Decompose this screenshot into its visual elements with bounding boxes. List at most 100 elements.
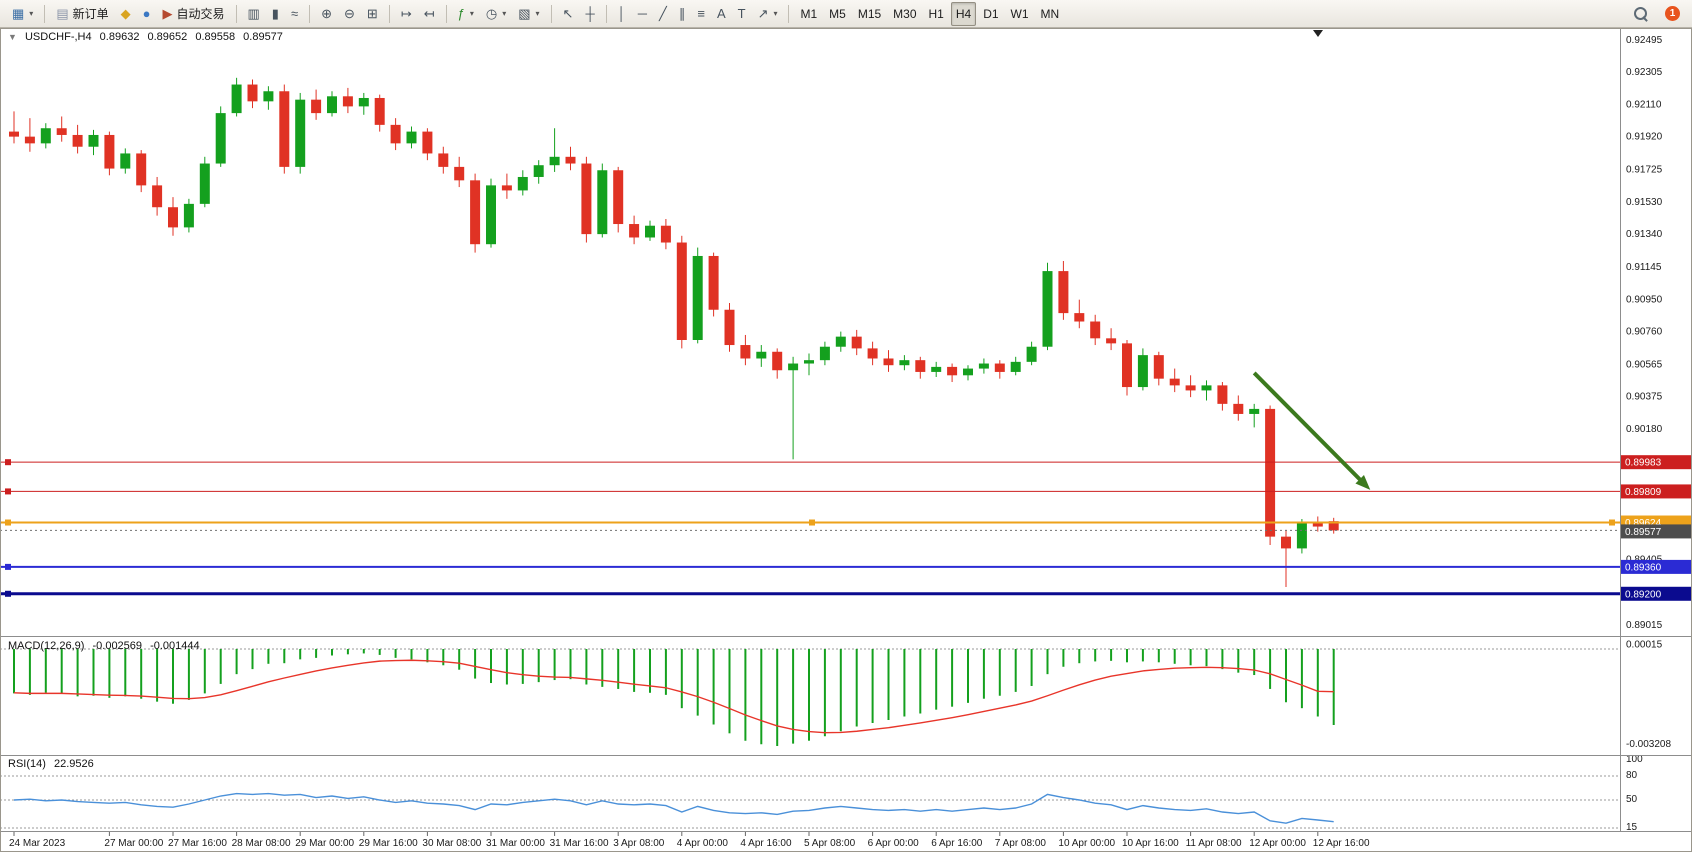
chart-shift-marker[interactable]: [1313, 30, 1323, 37]
svg-text:0.92305: 0.92305: [1626, 67, 1663, 78]
tf-h4-button[interactable]: H4: [950, 1, 977, 26]
line-handle[interactable]: [5, 590, 11, 597]
bull-candle: [692, 255, 703, 340]
bull-candle: [406, 131, 417, 144]
bear-candle: [851, 336, 862, 349]
bear-candle: [1153, 355, 1164, 379]
tf-m30-button[interactable]: M30: [888, 2, 921, 26]
line-price-tag: [1621, 455, 1691, 470]
bear-candle: [422, 131, 433, 154]
bear-candle: [136, 153, 147, 186]
bull-candle: [533, 165, 544, 177]
tf-m5-label: M5: [829, 6, 846, 21]
auto-scroll-icon: ↦: [400, 6, 412, 21]
notifications-badge: 1: [1665, 6, 1680, 21]
bear-candle: [613, 170, 624, 225]
cursor-button[interactable]: ↖: [558, 2, 579, 26]
templates-button[interactable]: ▧ ▾: [513, 2, 544, 26]
arrows-tool-button[interactable]: ↗ ▾: [753, 2, 783, 26]
chart-candles-mode-button[interactable]: ▮: [267, 2, 284, 26]
svg-text:29 Mar 16:00: 29 Mar 16:00: [359, 838, 418, 849]
fibonacci-tool-button[interactable]: ≡: [692, 2, 710, 26]
line-handle[interactable]: [809, 519, 815, 526]
bull-candle: [88, 134, 99, 147]
label-tool-button[interactable]: T: [733, 2, 751, 26]
tf-m5-button[interactable]: M5: [824, 2, 851, 26]
bear-candle: [1328, 521, 1339, 531]
chart-bars-mode-button[interactable]: ▥: [243, 2, 265, 26]
new-order-icon: ▤: [56, 6, 69, 21]
line-handle[interactable]: [5, 459, 11, 466]
bear-candle: [1122, 343, 1132, 388]
arrows-tool-icon: ↗: [757, 6, 769, 21]
tf-h4-label: H4: [955, 6, 972, 21]
time-axis[interactable]: 24 Mar 2023 27 Mar 00:00 27 Mar 16:00 28 Ma…: [9, 832, 1370, 849]
bear-candle: [740, 345, 751, 359]
community-button[interactable]: ●: [138, 2, 156, 26]
indicators-button[interactable]: ƒ ▾: [453, 2, 479, 26]
zoom-in-button[interactable]: ⊕: [316, 2, 337, 26]
line-handle[interactable]: [5, 488, 11, 495]
toolbar-right-section: 1: [1628, 2, 1686, 26]
horizontal-line-tool-button[interactable]: ─: [633, 2, 652, 26]
bull-candle: [120, 153, 131, 169]
svg-text:12 Apr 00:00: 12 Apr 00:00: [1249, 838, 1306, 849]
line-handle[interactable]: [5, 563, 11, 570]
notifications-button[interactable]: 1: [1660, 2, 1685, 26]
svg-text:100: 100: [1626, 754, 1643, 765]
channel-tool-button[interactable]: ∥: [674, 2, 691, 26]
chart-background: [0, 28, 1692, 852]
bull-candle: [963, 368, 973, 376]
svg-text:27 Mar 00:00: 27 Mar 00:00: [104, 838, 163, 849]
periods-button[interactable]: ◷ ▾: [481, 2, 511, 26]
svg-text:0.91340: 0.91340: [1626, 229, 1663, 240]
candlesticks: [9, 77, 1339, 588]
svg-text:11 Apr 08:00: 11 Apr 08:00: [1186, 838, 1242, 849]
bear-candle: [1233, 403, 1244, 414]
bull-candle: [1010, 361, 1021, 372]
tf-d1-button[interactable]: D1: [978, 2, 1003, 26]
svg-text:4 Apr 16:00: 4 Apr 16:00: [740, 838, 792, 849]
new-order-button[interactable]: ▤ 新订单: [51, 2, 113, 26]
svg-text:3 Apr 08:00: 3 Apr 08:00: [613, 838, 665, 849]
vertical-line-tool-button[interactable]: │: [613, 2, 631, 26]
line-handle[interactable]: [5, 519, 11, 526]
chart-shift-button[interactable]: ↤: [419, 2, 440, 26]
bull-candle: [819, 346, 830, 361]
tile-windows-button[interactable]: ⊞: [362, 2, 383, 26]
autotrading-button[interactable]: ▶ 自动交易: [157, 2, 229, 26]
bear-candle: [947, 366, 958, 376]
svg-text:30 Mar 08:00: 30 Mar 08:00: [422, 838, 481, 849]
bear-candle: [56, 128, 67, 135]
crosshair-button[interactable]: ┼: [580, 2, 599, 26]
tf-m1-button[interactable]: M1: [795, 2, 822, 26]
bear-candle: [374, 97, 385, 125]
svg-text:50: 50: [1626, 794, 1638, 805]
metaeditor-button[interactable]: ◆: [116, 2, 136, 26]
new-chart-button[interactable]: ▦ ▾: [7, 2, 38, 26]
tf-m15-button[interactable]: M15: [853, 2, 886, 26]
chart-bars-mode-icon: ▥: [247, 6, 260, 21]
chart-line-mode-button[interactable]: ≈: [286, 2, 303, 26]
svg-text:0.89983: 0.89983: [1625, 458, 1662, 469]
zoom-out-button[interactable]: ⊖: [339, 2, 360, 26]
tf-mn-button[interactable]: MN: [1036, 2, 1065, 26]
bear-candle: [279, 91, 290, 167]
indicators-dropdown-arrow: ▾: [469, 9, 474, 18]
trendline-tool-button[interactable]: ╱: [654, 2, 672, 26]
tf-w1-button[interactable]: W1: [1006, 2, 1034, 26]
text-tool-button[interactable]: A: [712, 2, 731, 26]
fibonacci-tool-icon: ≡: [697, 6, 705, 21]
horizontal-line-objects[interactable]: [0, 459, 1620, 597]
svg-text:0.90760: 0.90760: [1626, 327, 1663, 338]
svg-text:5 Apr 08:00: 5 Apr 08:00: [804, 838, 856, 849]
one-click-trading-toggle-icon[interactable]: ▼: [8, 32, 17, 42]
auto-scroll-button[interactable]: ↦: [396, 2, 417, 26]
trend-arrow[interactable]: [1252, 371, 1371, 490]
line-handle[interactable]: [1609, 519, 1615, 526]
search-button[interactable]: [1629, 2, 1652, 26]
tf-h1-button[interactable]: H1: [924, 2, 949, 26]
bull-candle: [1026, 346, 1037, 362]
